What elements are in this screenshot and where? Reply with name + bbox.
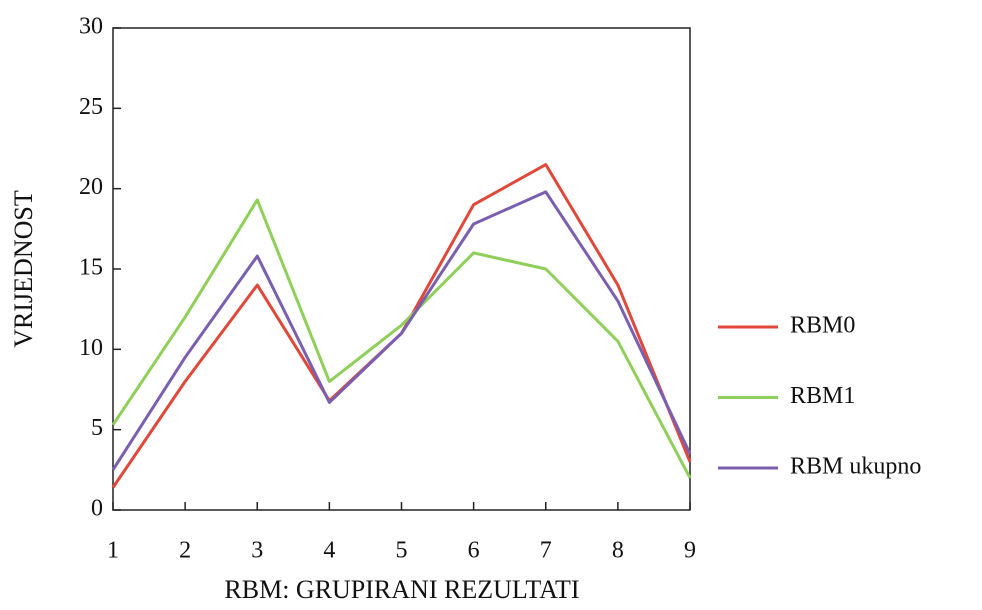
y-tick-label: 20: [79, 174, 103, 200]
y-tick-label: 5: [91, 415, 103, 441]
y-axis-title: VRIJEDNOST: [9, 190, 38, 348]
y-tick-label: 30: [79, 14, 103, 40]
legend-label: RBM1: [790, 383, 855, 409]
x-axis-title: RBM: GRUPIRANI REZULTATI: [224, 575, 579, 604]
x-tick-label: 8: [612, 538, 624, 564]
line-series: [111, 190, 692, 471]
y-tick-label: 25: [79, 94, 103, 120]
y-tick-label: 10: [79, 335, 103, 361]
line-series: [111, 198, 692, 479]
x-tick-label: 1: [107, 538, 119, 564]
x-tick-label: 9: [684, 538, 696, 564]
x-tick-label: 5: [396, 538, 408, 564]
x-tick-label: 3: [251, 538, 263, 564]
legend-label: RBM0: [790, 313, 855, 339]
y-tick-label: 15: [79, 255, 103, 281]
x-tick-label: 4: [323, 538, 335, 564]
legend-label: RBM ukupno: [790, 454, 921, 480]
y-tick-label: 0: [91, 496, 103, 522]
x-tick-label: 6: [468, 538, 480, 564]
x-tick-label: 7: [540, 538, 552, 564]
plot-frame: [112, 27, 691, 511]
x-tick-label: 2: [179, 538, 191, 564]
